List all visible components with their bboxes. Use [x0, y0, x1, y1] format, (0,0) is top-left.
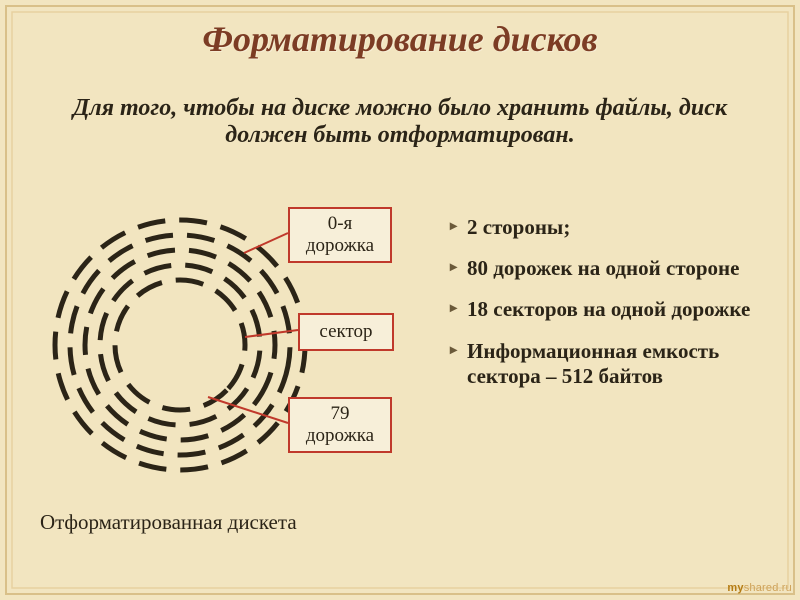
bullet-item: ▸ Информационная емкость сектора – 512 ба… — [450, 339, 770, 389]
watermark-suffix: shared.ru — [744, 582, 792, 594]
bullet-text: 2 стороны; — [467, 215, 570, 240]
bullet-marker-icon: ▸ — [450, 343, 457, 360]
label-sector: сектор — [298, 313, 394, 351]
label-track-0-line2: дорожка — [306, 235, 374, 257]
bullet-marker-icon: ▸ — [450, 219, 457, 236]
label-track-79: 79 дорожка — [288, 397, 392, 453]
label-track-79-line2: дорожка — [306, 425, 374, 447]
label-track-0-line1: 0-я — [328, 213, 353, 235]
label-track-79-line1: 79 — [331, 403, 350, 425]
bullet-text: 80 дорожек на одной стороне — [467, 256, 739, 281]
bullet-marker-icon: ▸ — [450, 260, 457, 277]
watermark: myshared.ru — [727, 582, 792, 594]
connector-line — [244, 233, 288, 253]
label-sector-text: сектор — [319, 321, 372, 343]
bullet-text: Информационная емкость сектора – 512 бай… — [467, 339, 770, 389]
bullet-item: ▸ 80 дорожек на одной стороне — [450, 256, 770, 281]
bullet-item: ▸ 2 стороны; — [450, 215, 770, 240]
bullet-item: ▸ 18 секторов на одной дорожке — [450, 297, 770, 322]
connector-line — [208, 397, 288, 423]
disk-diagram: 0-я дорожка сектор 79 дорожка — [30, 195, 360, 495]
disk-track-ring — [51, 216, 309, 474]
bullet-text: 18 секторов на одной дорожке — [467, 297, 750, 322]
diagram-caption: Отформатированная дискета — [40, 510, 297, 535]
slide-subtitle: Для того, чтобы на диске можно было хран… — [40, 95, 760, 149]
watermark-prefix: my — [727, 582, 743, 594]
bullet-list: ▸2 стороны;▸80 дорожек на одной стороне▸… — [450, 215, 770, 405]
disk-track-ring — [56, 221, 303, 468]
label-track-0: 0-я дорожка — [288, 207, 392, 263]
slide-title: Форматирование дисков — [0, 18, 800, 60]
bullet-marker-icon: ▸ — [450, 301, 457, 318]
disk-track-ring — [55, 220, 305, 470]
